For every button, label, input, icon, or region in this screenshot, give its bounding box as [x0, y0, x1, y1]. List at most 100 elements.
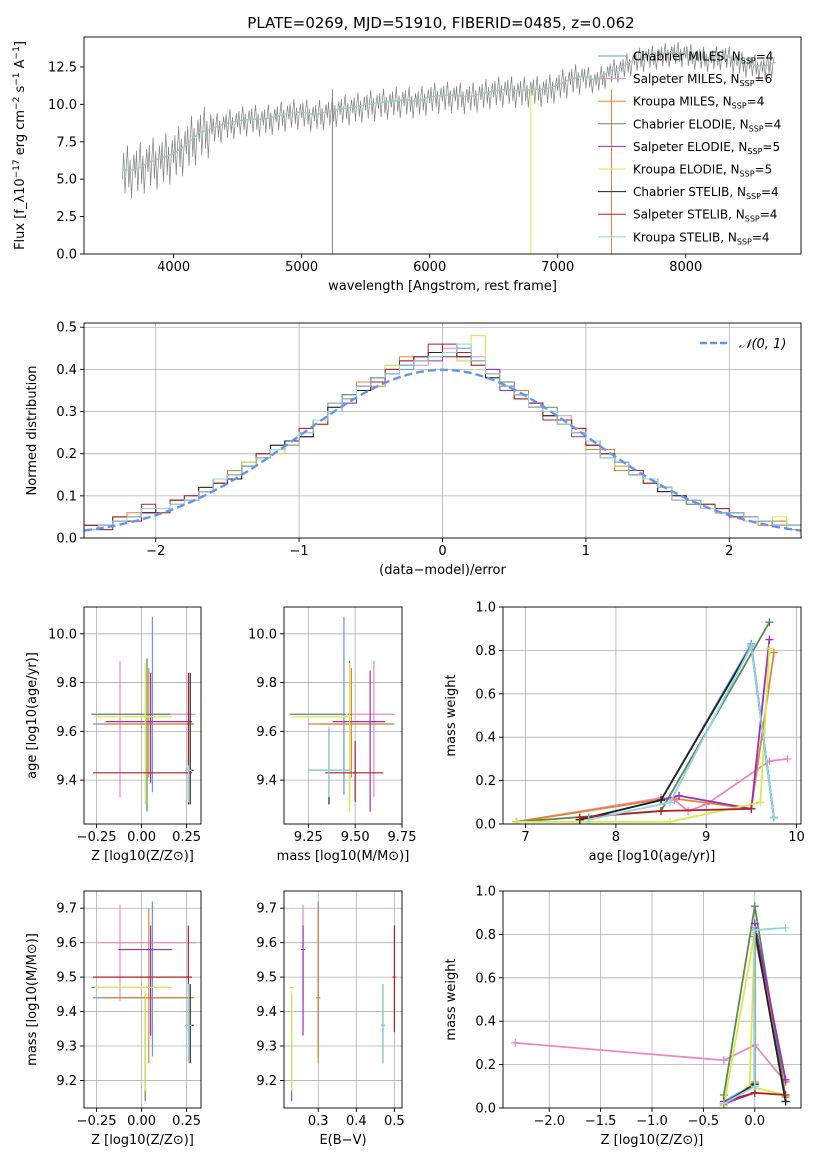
plot-area	[84, 891, 201, 1108]
x-tick-label: 8	[612, 830, 620, 845]
legend-label: Salpeter ELODIE, NSSP=5	[633, 140, 780, 156]
y-tick-label: 10.0	[48, 98, 77, 113]
plot-area	[284, 607, 402, 824]
chart-mass-age: 9.25 9.50 9.75 9.4 9.6 9.8 10.0 mass [log10(M/M…	[248, 606, 417, 864]
x-tick-label: 6000	[413, 260, 446, 275]
ticks	[80, 66, 687, 258]
legend-label: Chabrier MILES, NSSP=4	[633, 50, 773, 66]
weight-marker-yellow	[666, 817, 675, 824]
axes-frame	[283, 606, 403, 825]
y-tick-label: 9.6	[256, 936, 277, 951]
axes-frame	[283, 890, 403, 1109]
x-tick-label: 5000	[285, 260, 318, 275]
weight-marker-red	[657, 806, 666, 815]
legend-label: Kroupa MILES, NSSP=4	[633, 95, 764, 111]
x-tick-label: 4000	[157, 260, 190, 275]
weight-marker-cyan	[584, 815, 593, 824]
weight-marker-cyan	[769, 813, 778, 822]
y-tick-label: 10.0	[48, 627, 77, 642]
y-tick-label: 7.5	[56, 135, 77, 150]
y-tick-label: 9.5	[56, 971, 77, 986]
weight-marker-yellow	[756, 798, 765, 807]
x-tick-label: 8000	[669, 260, 702, 275]
weight-marker-cyan	[781, 923, 790, 932]
y-tick-label: 5.0	[56, 173, 77, 188]
y-tick-label: 9.3	[56, 1040, 77, 1055]
y-tick-label: 0.8	[475, 928, 496, 943]
weight-marker-pink	[783, 754, 792, 763]
x-axis-label: (data−model)/error	[379, 563, 506, 578]
spectrum-legend: Chabrier MILES, NSSP=4 Salpeter MILES, NS…	[598, 50, 781, 246]
plot-area	[122, 41, 776, 254]
axes-frame	[502, 606, 802, 825]
y-tick-label: 0.6	[475, 687, 496, 702]
y-tick-label: 9.2	[56, 1074, 77, 1089]
y-tick-label: 12.5	[48, 60, 77, 75]
x-tick-label: 9.75	[388, 830, 417, 845]
ticks	[499, 606, 797, 828]
x-tick-label: −0.5	[688, 1114, 720, 1129]
x-tick-label: −0.25	[77, 1114, 117, 1129]
y-tick-label: 9.6	[56, 725, 77, 740]
y-tick-label: 2.5	[56, 210, 77, 225]
weight-marker-cyan	[750, 926, 759, 935]
legend-label: 𝒩(0, 1)	[739, 337, 786, 352]
x-tick-label: 0.25	[172, 830, 201, 845]
weight-marker-purple	[675, 791, 684, 800]
x-tick-label: 0.3	[308, 1114, 329, 1129]
x-tick-label: 0.5	[384, 1114, 405, 1129]
weight-marker-cyan	[750, 1082, 759, 1091]
weight-marker-yellow	[765, 644, 774, 653]
weight-marker-purple	[765, 635, 774, 644]
spectrum-title: PLATE=0269, MJD=51910, FIBERID=0485, z=0…	[247, 14, 634, 32]
x-tick-label: 9.25	[294, 830, 323, 845]
weight-marker-purple	[781, 1075, 790, 1084]
x-tick-label: 0.00	[127, 1114, 156, 1129]
y-tick-label: 10.0	[248, 627, 277, 642]
y-tick-label: 9.5	[256, 971, 277, 986]
x-tick-label: −0.25	[77, 830, 117, 845]
y-tick-label: 9.8	[256, 676, 277, 691]
x-tick-label: −2	[146, 544, 165, 559]
ticks	[280, 907, 395, 1112]
x-axis-label: age [log10(age/yr)]	[589, 849, 716, 864]
x-tick-label: −1.0	[636, 1114, 668, 1129]
weight-line-pink	[515, 1042, 787, 1083]
y-tick-label: 9.6	[256, 725, 277, 740]
y-tick-label: 0.0	[475, 1102, 496, 1117]
y-tick-label: 0.4	[475, 1015, 496, 1030]
chart-z-weight: −2.0 −1.5 −1.0 −0.5 0.0 0.0 0.2 0.4 0.6 0.8 1.0 Z […	[444, 885, 802, 1148]
weight-marker-yellow	[512, 817, 521, 824]
weight-marker-cyan	[666, 798, 675, 807]
x-tick-label: 10	[788, 830, 805, 845]
legend-label: Salpeter MILES, NSSP=6	[633, 72, 772, 88]
weight-line-yellow	[516, 648, 771, 823]
plot-area	[84, 323, 801, 538]
y-tick-label: 1.0	[475, 601, 496, 616]
x-axis-label: Z [log10(Z/Z⊙)]	[601, 1133, 704, 1148]
weight-marker-orange	[769, 648, 778, 657]
x-axis-label: wavelength [Angstrom, rest frame]	[328, 279, 557, 294]
chart-z-age: −0.25 0.00 0.25 9.4 9.6 9.8 10.0 Z [log10(Z/Z⊙)…	[25, 606, 202, 864]
x-tick-label: 7	[521, 830, 529, 845]
axes-frame	[83, 606, 202, 825]
y-tick-label: 0.5	[56, 321, 77, 336]
histogram-step-cyan	[84, 343, 801, 538]
weight-marker-green	[750, 902, 759, 911]
x-tick-label: −1.5	[585, 1114, 617, 1129]
gridlines	[84, 607, 201, 824]
x-axis-label: Z [log10(Z/Z⊙)]	[91, 849, 194, 864]
y-tick-label: 9.7	[256, 902, 277, 917]
x-axis-label: mass [log10(M/M⊙)]	[277, 849, 410, 864]
normal-curve	[84, 368, 801, 532]
y-tick-label: 0.0	[56, 532, 77, 547]
weight-marker-pink	[511, 1038, 520, 1047]
y-tick-label: 9.6	[56, 936, 77, 951]
chart-ebv-mass: 0.3 0.4 0.5 9.2 9.3 9.4 9.5 9.6 9.7 E(B−V)	[256, 890, 405, 1148]
x-axis-label: E(B−V)	[319, 1133, 366, 1148]
y-tick-label: 0.2	[475, 1058, 496, 1073]
legend-label: Chabrier STELIB, NSSP=4	[633, 185, 779, 201]
y-axis-label: age [log10(age/yr)]	[25, 652, 40, 779]
